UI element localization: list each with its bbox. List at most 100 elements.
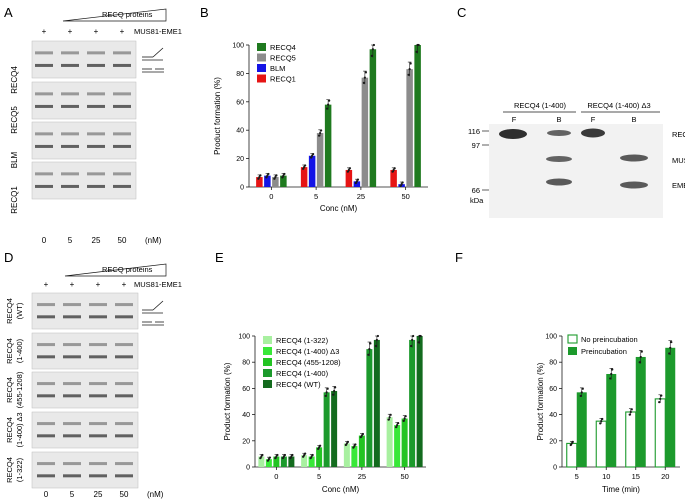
data-point [640, 350, 643, 353]
lane-conc-label: 25 [92, 236, 101, 245]
legend-label: RECQ4 (1-400) Δ3 [276, 347, 339, 356]
bar [280, 175, 287, 187]
data-point [402, 419, 405, 422]
x-tick-label: 25 [357, 192, 365, 201]
bar [343, 443, 350, 467]
gel-band [115, 394, 133, 398]
panel-letter-e: E [215, 250, 224, 265]
data-point [310, 455, 313, 458]
lane-unit-label: (nM) [145, 236, 162, 245]
panel-letter-c: C [457, 5, 466, 20]
data-point [407, 73, 410, 76]
x-tick-label: 10 [602, 472, 610, 481]
data-point [639, 355, 642, 359]
x-tick-label: 5 [317, 472, 321, 481]
data-point [412, 334, 415, 338]
data-point [579, 394, 582, 398]
data-point [404, 415, 407, 418]
panel-letter-d: D [4, 250, 13, 265]
legend-label: RECQ4 (1-400) [276, 369, 329, 378]
data-point [581, 387, 584, 390]
y-tick-label: 40 [236, 128, 244, 135]
y-axis-label: Product formation (%) [213, 77, 222, 155]
y-tick-label: 80 [236, 71, 244, 78]
mw-marker: 116 [468, 127, 480, 136]
data-point [320, 129, 323, 132]
bar [606, 373, 617, 467]
bar [331, 391, 338, 467]
gel-band [35, 51, 53, 55]
data-point [401, 181, 404, 184]
data-point [282, 455, 285, 458]
bar [361, 77, 369, 187]
data-point [670, 340, 673, 344]
gel-band [37, 343, 55, 347]
gel-band [61, 51, 79, 55]
legend-swatch [568, 347, 577, 355]
bar [635, 356, 646, 467]
data-point [659, 397, 662, 400]
y-tick-label: 100 [545, 334, 557, 341]
gel-band [35, 92, 53, 96]
legend-swatch [263, 358, 272, 366]
gel-band [113, 104, 131, 108]
data-point [319, 444, 322, 447]
bar [366, 349, 373, 467]
gel-band [35, 104, 53, 108]
data-point [417, 43, 420, 47]
data-point [415, 50, 418, 53]
data-point [580, 391, 583, 394]
gel-band [89, 462, 107, 466]
gel-band [61, 132, 79, 136]
gel-band [113, 51, 131, 55]
data-point [368, 348, 371, 351]
bar [414, 45, 421, 187]
y-axis-label: Product formation (%) [223, 362, 232, 440]
gel-band [37, 382, 55, 386]
plus-sign: + [122, 280, 127, 289]
gel-band [63, 462, 81, 466]
data-point [317, 134, 321, 137]
bar [373, 339, 380, 467]
gel-band [37, 474, 55, 478]
gel-band [37, 303, 55, 307]
gel-band [61, 184, 79, 188]
data-point [396, 423, 399, 427]
data-point [354, 181, 357, 185]
plus-sign: + [44, 280, 49, 289]
data-point [257, 177, 260, 180]
panel-c-gel: RECQ4 (1-400) RECQ4 (1-400) Δ3 F B F B 1… [468, 101, 685, 218]
gel-row-label: RECQ1 [10, 186, 19, 214]
gel-band [115, 422, 133, 426]
legend-swatch [263, 369, 272, 377]
bar [308, 155, 316, 187]
x-tick-label: 50 [401, 192, 409, 201]
data-point [638, 361, 641, 364]
lane-conc-label: 50 [120, 490, 129, 499]
data-point [267, 172, 270, 176]
gel-row-label: (1-400) [15, 338, 24, 363]
legend-label: RECQ1 [270, 75, 296, 84]
plus-sign: + [96, 280, 101, 289]
gel-band [35, 132, 53, 136]
gel-row-label: (1-400) Δ3 [15, 412, 24, 447]
bar [386, 417, 393, 467]
data-point [609, 377, 612, 380]
gel-band [61, 172, 79, 176]
data-point [610, 372, 613, 376]
gel-row-label: (WT) [15, 302, 24, 319]
y-tick-label: 20 [549, 438, 557, 445]
gel-band [113, 92, 131, 96]
data-point [348, 167, 352, 170]
gel-band [61, 92, 79, 96]
data-point [326, 387, 329, 390]
x-tick-label: 15 [632, 472, 640, 481]
y-tick-label: 60 [236, 99, 244, 106]
gel-strip [31, 292, 139, 330]
mw-marker: 97 [472, 141, 480, 150]
legend-swatch [263, 347, 272, 355]
bar [288, 456, 295, 467]
band-label: MUS81 [672, 156, 685, 165]
mw-marker: 66 [472, 186, 480, 195]
gel-group-label: RECQ4 (1-400) [514, 101, 567, 110]
